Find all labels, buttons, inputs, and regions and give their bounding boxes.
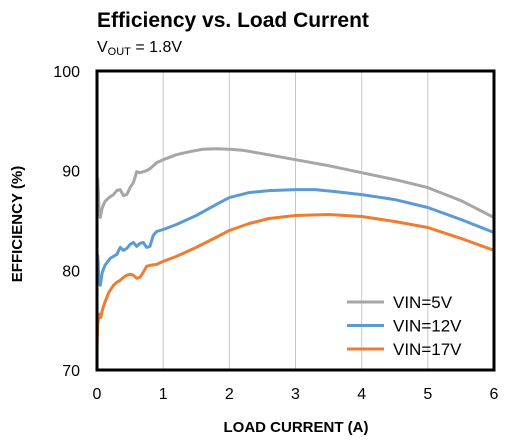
- legend: VIN=5V VIN=12V VIN=17V: [347, 293, 462, 359]
- series-lines: [95, 147, 496, 352]
- x-tick-label-3: 3: [291, 386, 300, 403]
- chart-title: Efficiency vs. Load Current: [97, 9, 369, 32]
- legend-label-1: VIN=12V: [393, 317, 462, 336]
- x-tick-label-5: 5: [423, 386, 432, 403]
- legend-label-2: VIN=17V: [393, 340, 462, 359]
- series-line-0: [95, 147, 496, 219]
- x-tick-labels: 0 1 2 3 4 5 6: [93, 386, 499, 403]
- chart-subtitle: VOUT = 1.8V: [97, 39, 182, 58]
- x-axis-label: LOAD CURRENT (A): [224, 419, 369, 436]
- y-tick-label-3: 100: [53, 64, 80, 81]
- grid-lines: [162, 71, 429, 370]
- x-tick-label-2: 2: [225, 386, 234, 403]
- x-tick-label-4: 4: [357, 386, 366, 403]
- y-tick-label-0: 70: [62, 363, 80, 380]
- subtitle-subscript: OUT: [108, 46, 132, 58]
- y-tick-labels: 70 80 90 100: [53, 64, 80, 380]
- series-line-2: [95, 213, 496, 352]
- subtitle-rest: = 1.8V: [131, 39, 182, 56]
- plot-frame: [95, 69, 496, 372]
- x-tick-label-0: 0: [93, 386, 102, 403]
- x-tick-label-6: 6: [490, 386, 499, 403]
- y-tick-label-1: 80: [62, 263, 80, 280]
- legend-label-0: VIN=5V: [393, 293, 453, 312]
- plot-border: [95, 69, 496, 372]
- y-axis-label: EFFICIENCY (%): [9, 166, 26, 282]
- x-tick-label-1: 1: [159, 386, 168, 403]
- y-tick-label-2: 90: [62, 164, 80, 181]
- subtitle-prefix: V: [97, 39, 108, 56]
- series-line-1: [95, 188, 496, 287]
